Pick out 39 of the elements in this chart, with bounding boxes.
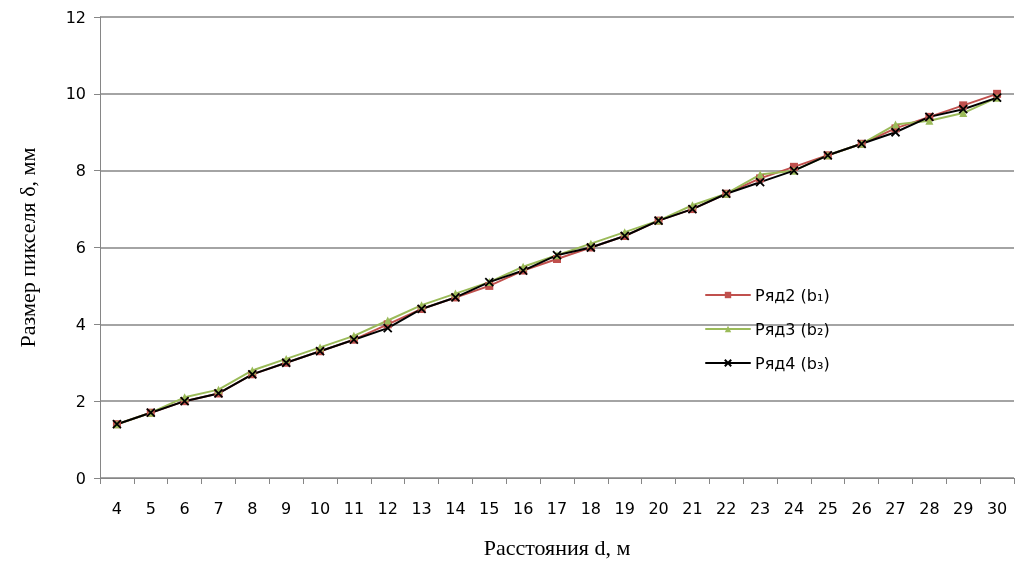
x-tick-label: 20 (648, 498, 669, 518)
x-tick-label: 4 (111, 498, 123, 518)
y-axis-title: Размер пикселя δ, мм (14, 147, 40, 348)
x-tick-label: 19 (614, 498, 635, 518)
x-tick-label: 5 (145, 498, 156, 518)
x-tick-label: 16 (512, 498, 534, 518)
y-tick-label: 12 (65, 7, 86, 27)
x-tick-label: 29 (953, 498, 974, 518)
x-tick-label: 14 (445, 498, 466, 518)
y-tick-label: 4 (75, 314, 86, 334)
legend-label: Ряд4 (b₃) (755, 353, 830, 373)
x-tick-label: 15 (479, 498, 500, 518)
x-tick-label: 10 (309, 498, 331, 518)
x-tick-label: 30 (986, 498, 1008, 518)
legend-label: Ряд3 (b₂) (755, 319, 830, 339)
x-tick-label: 18 (580, 498, 602, 518)
y-tick-label: 0 (75, 468, 86, 488)
y-tick-label: 6 (75, 238, 86, 257)
x-tick-label: 22 (716, 498, 737, 518)
x-tick-label: 25 (817, 498, 838, 518)
x-tick-label: 27 (885, 498, 906, 518)
x-tick-label: 26 (851, 498, 872, 518)
legend-label: Ряд2 (b₁) (755, 285, 830, 305)
x-tick-label: 6 (179, 498, 190, 518)
x-tick-label: 11 (343, 498, 365, 518)
y-tick-label: 10 (65, 84, 86, 104)
x-tick-label: 23 (749, 498, 771, 518)
x-tick-label: 24 (783, 498, 805, 518)
x-tick-label: 12 (377, 498, 398, 518)
x-tick-label: 7 (213, 498, 224, 518)
x-tick-label: 28 (919, 498, 940, 518)
x-tick-label: 13 (411, 498, 432, 518)
x-tick-label: 8 (247, 498, 258, 518)
y-tick-label: 2 (75, 391, 86, 411)
x-tick-label: 17 (546, 498, 568, 518)
x-tick-label: 9 (281, 498, 292, 518)
x-axis-title: Расстояния d, м (483, 534, 631, 560)
y-tick-label: 8 (75, 161, 86, 181)
x-tick-label: 21 (682, 498, 703, 518)
